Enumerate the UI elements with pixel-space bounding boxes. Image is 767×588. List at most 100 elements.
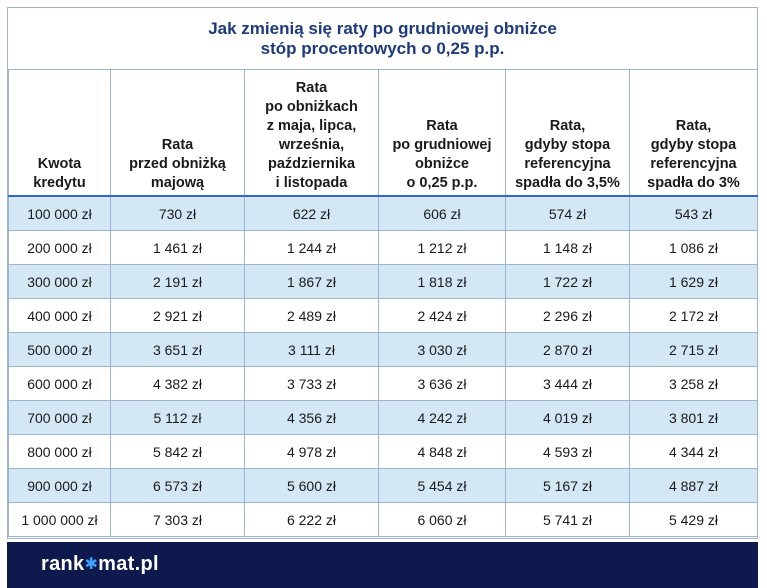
installment-cell: 1 629 zł [629, 264, 758, 299]
logo-text-end: mat.pl [98, 553, 159, 575]
star-icon: ✱ [84, 556, 99, 573]
header-line: Rata, [675, 118, 712, 134]
header-line: Rata [295, 80, 328, 96]
loan-amount-cell: 100 000 zł [8, 195, 111, 231]
loan-amount-cell: 400 000 zł [8, 298, 111, 333]
loan-amount-cell: 800 000 zł [8, 434, 111, 469]
loan-amount-cell: 300 000 zł [8, 264, 111, 299]
table-row: 600 000 zł 4 382 zł 3 733 zł 3 636 zł 3 444 … [8, 366, 758, 401]
header-line: referencyjna [524, 156, 611, 172]
installment-cell: 7 303 zł [110, 502, 245, 537]
loan-amount-cell: 500 000 zł [8, 332, 111, 367]
column-header-rata-przed-obnizka: Rata przed obniżką majową [110, 69, 245, 197]
header-line: Rata [161, 137, 194, 153]
column-header-kwota-kredytu: Kwota kredytu [8, 69, 111, 197]
installment-cell: 1 212 zł [378, 230, 506, 265]
installments-table: Kwota kredytu Rata przed obniżką majową Rata p… [8, 69, 758, 537]
logo-text-start: rank [41, 553, 85, 575]
header-line: Rata [426, 118, 458, 134]
installment-cell: 4 344 zł [629, 434, 758, 469]
installment-cell: 5 741 zł [505, 502, 630, 537]
installment-cell: 4 356 zł [244, 400, 379, 435]
installment-cell: 3 801 zł [629, 400, 758, 435]
installment-cell: 2 424 zł [378, 298, 506, 333]
header-line: spadła do 3% [647, 175, 740, 191]
column-header-rata-stopa-3-5: Rata, gdyby stopa referencyjna spadła do 3,… [505, 69, 630, 197]
installment-cell: 1 867 zł [244, 264, 379, 299]
header-line: gdyby stopa [524, 137, 611, 153]
installment-cell: 4 887 zł [629, 468, 758, 503]
title-line-1: Jak zmienią się raty po grudniowej obniż… [208, 19, 557, 38]
installment-cell: 4 593 zł [505, 434, 630, 469]
installment-cell: 1 818 zł [378, 264, 506, 299]
installment-cell: 2 489 zł [244, 298, 379, 333]
header-line: majową [150, 175, 205, 191]
header-line: po obniżkach [265, 99, 358, 115]
installment-cell: 3 258 zł [629, 366, 758, 401]
installment-cell: 5 167 zł [505, 468, 630, 503]
header-line: obniżce [415, 156, 469, 172]
footer-bar: rank✱mat.pl [7, 542, 758, 588]
installment-cell: 543 zł [629, 195, 758, 231]
header-line: przed obniżką [129, 156, 226, 172]
header-line: gdyby stopa [650, 137, 737, 153]
installment-cell: 2 296 zł [505, 298, 630, 333]
installment-cell: 2 870 zł [505, 332, 630, 367]
installment-cell: 4 848 zł [378, 434, 506, 469]
rankomat-logo[interactable]: rank✱mat.pl [41, 553, 159, 576]
installment-cell: 730 zł [110, 195, 245, 231]
header-line: referencyjna [650, 156, 737, 172]
table-row: 1 000 000 zł 7 303 zł 6 222 zł 6 060 zł 5 74… [8, 502, 758, 537]
installment-cell: 2 715 zł [629, 332, 758, 367]
installment-cell: 5 112 zł [110, 400, 245, 435]
installment-cell: 4 019 zł [505, 400, 630, 435]
installment-cell: 1 244 zł [244, 230, 379, 265]
installment-cell: 4 242 zł [378, 400, 506, 435]
header-line: z maja, lipca, [266, 118, 357, 134]
installment-cell: 5 429 zł [629, 502, 758, 537]
table-row: 300 000 zł 2 191 zł 1 867 zł 1 818 zł 1 722 … [8, 264, 758, 299]
header-line: września, [278, 137, 345, 153]
header-row: Kwota kredytu Rata przed obniżką majową Rata p… [8, 69, 758, 197]
header-line: kredytu [33, 175, 86, 191]
table-body: 100 000 zł 730 zł 622 zł 606 zł 574 zł 543 zł… [8, 195, 758, 537]
installment-cell: 3 030 zł [378, 332, 506, 367]
installment-cell: 4 382 zł [110, 366, 245, 401]
table-row: 100 000 zł 730 zł 622 zł 606 zł 574 zł 543 zł [8, 195, 758, 231]
column-header-rata-po-obnizkach: Rata po obniżkach z maja, lipca, września, p… [244, 69, 379, 197]
installment-cell: 6 060 zł [378, 502, 506, 537]
loan-amount-cell: 700 000 zł [8, 400, 111, 435]
loan-amount-cell: 200 000 zł [8, 230, 111, 265]
installment-cell: 5 600 zł [244, 468, 379, 503]
table-row: 500 000 zł 3 651 zł 3 111 zł 3 030 zł 2 870 … [8, 332, 758, 367]
table-row: 200 000 zł 1 461 zł 1 244 zł 1 212 zł 1 148 … [8, 230, 758, 265]
installment-cell: 3 444 zł [505, 366, 630, 401]
loan-amount-cell: 900 000 zł [8, 468, 111, 503]
installment-cell: 3 733 zł [244, 366, 379, 401]
header-line: spadła do 3,5% [515, 175, 620, 191]
table-title: Jak zmienią się raty po grudniowej obniż… [7, 7, 758, 69]
installment-cell: 1 086 zł [629, 230, 758, 265]
header-line: po grudniowej [392, 137, 492, 153]
column-header-rata-po-grudniowej: Rata po grudniowej obniżce o 0,25 p.p. [378, 69, 506, 197]
installment-cell: 622 zł [244, 195, 379, 231]
header-line: Rata, [549, 118, 586, 134]
table-row: 400 000 zł 2 921 zł 2 489 zł 2 424 zł 2 296 … [8, 298, 758, 333]
installment-cell: 2 191 zł [110, 264, 245, 299]
loan-amount-cell: 1 000 000 zł [8, 502, 111, 537]
installment-cell: 3 651 zł [110, 332, 245, 367]
header-line: Kwota [37, 156, 82, 172]
installment-cell: 1 461 zł [110, 230, 245, 265]
installment-cell: 5 454 zł [378, 468, 506, 503]
installment-cell: 4 978 zł [244, 434, 379, 469]
loan-amount-cell: 600 000 zł [8, 366, 111, 401]
installment-cell: 6 573 zł [110, 468, 245, 503]
installment-cell: 3 111 zł [244, 332, 379, 367]
header-line: i listopada [275, 175, 348, 191]
installment-cell: 1 148 zł [505, 230, 630, 265]
table-row: 900 000 zł 6 573 zł 5 600 zł 5 454 zł 5 167 … [8, 468, 758, 503]
table-row: 700 000 zł 5 112 zł 4 356 zł 4 242 zł 4 019 … [8, 400, 758, 435]
installment-cell: 1 722 zł [505, 264, 630, 299]
table-row: 800 000 zł 5 842 zł 4 978 zł 4 848 zł 4 593 … [8, 434, 758, 469]
installment-cell: 2 921 zł [110, 298, 245, 333]
